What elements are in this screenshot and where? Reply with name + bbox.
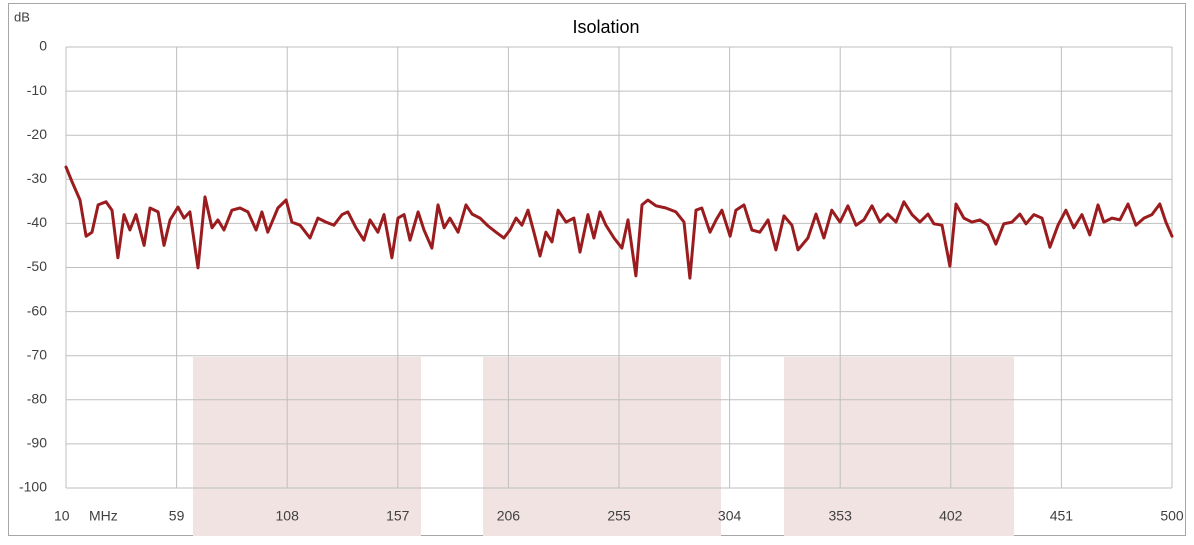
watermark: [193, 357, 1014, 536]
y-tick-label: -60: [27, 302, 47, 318]
y-axis-label: dB: [14, 9, 30, 24]
x-axis-label: MHz: [89, 508, 118, 524]
x-tick-label: 157: [386, 508, 410, 524]
y-tick-label: -20: [27, 126, 47, 142]
x-tick-label: 353: [829, 508, 853, 524]
x-tick-label: 10: [54, 508, 70, 524]
y-tick-label: -40: [27, 214, 47, 230]
x-tick-label: 206: [497, 508, 521, 524]
x-tick-label: 108: [276, 508, 300, 524]
y-tick-label: 0: [39, 38, 47, 54]
y-tick-label: -90: [27, 435, 47, 451]
watermark-block: [193, 357, 421, 536]
x-tick-label: 255: [607, 508, 631, 524]
y-tick-label: -100: [19, 479, 47, 495]
chart-title: Isolation: [572, 17, 639, 37]
x-tick-label: 402: [939, 508, 963, 524]
x-tick-label: 500: [1160, 508, 1184, 524]
y-tick-label: -30: [27, 170, 47, 186]
x-tick-label: 59: [169, 508, 185, 524]
x-tick-label: 304: [718, 508, 742, 524]
data-line: [64, 165, 1174, 280]
watermark-block: [784, 357, 1014, 536]
y-tick-label: -80: [27, 391, 47, 407]
y-tick-label: -50: [27, 258, 47, 274]
y-tick-label: -70: [27, 346, 47, 362]
x-tick-label: 451: [1050, 508, 1074, 524]
watermark-block: [483, 357, 721, 536]
y-tick-label: -10: [27, 82, 47, 98]
